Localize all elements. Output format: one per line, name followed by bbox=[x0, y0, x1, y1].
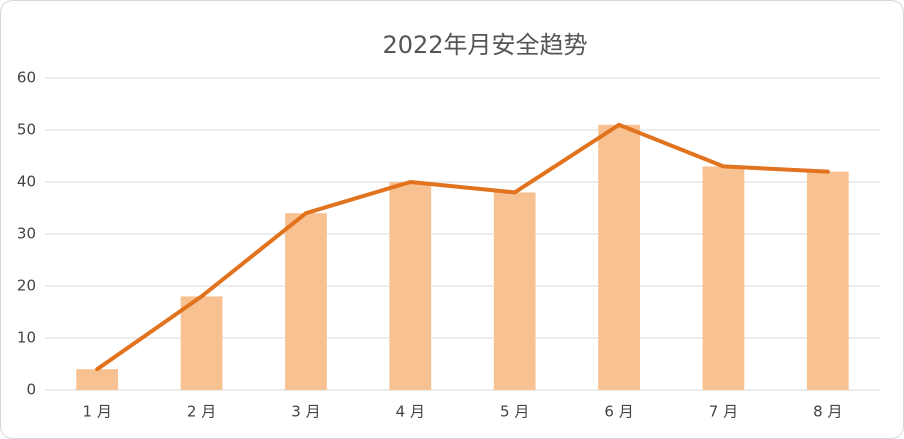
chart-title: 2022年月安全趋势 bbox=[382, 31, 587, 59]
bar bbox=[493, 192, 536, 390]
x-tick-label: 5 月 bbox=[500, 403, 529, 421]
x-tick-label: 7 月 bbox=[709, 403, 738, 421]
y-tick-label: 0 bbox=[26, 381, 36, 399]
x-tick-label: 2 月 bbox=[187, 403, 216, 421]
y-tick-label: 60 bbox=[17, 69, 36, 87]
y-tick-label: 40 bbox=[17, 173, 36, 191]
x-tick-label: 3 月 bbox=[291, 403, 320, 421]
bar bbox=[806, 171, 849, 390]
y-tick-label: 20 bbox=[17, 277, 36, 295]
bar bbox=[76, 369, 119, 390]
bar bbox=[285, 213, 327, 390]
y-tick-label: 10 bbox=[17, 329, 36, 347]
bar bbox=[702, 166, 745, 390]
bar bbox=[180, 296, 223, 390]
x-tick-label: 1 月 bbox=[83, 403, 112, 421]
y-tick-label: 50 bbox=[17, 121, 36, 139]
bar bbox=[389, 182, 432, 390]
bar bbox=[598, 124, 640, 391]
x-tick-label: 4 月 bbox=[396, 403, 425, 421]
line bbox=[95, 122, 830, 372]
x-tick-label: 6 月 bbox=[604, 403, 633, 421]
y-tick-label: 30 bbox=[17, 225, 36, 243]
x-tick-label: 8 月 bbox=[813, 403, 842, 421]
